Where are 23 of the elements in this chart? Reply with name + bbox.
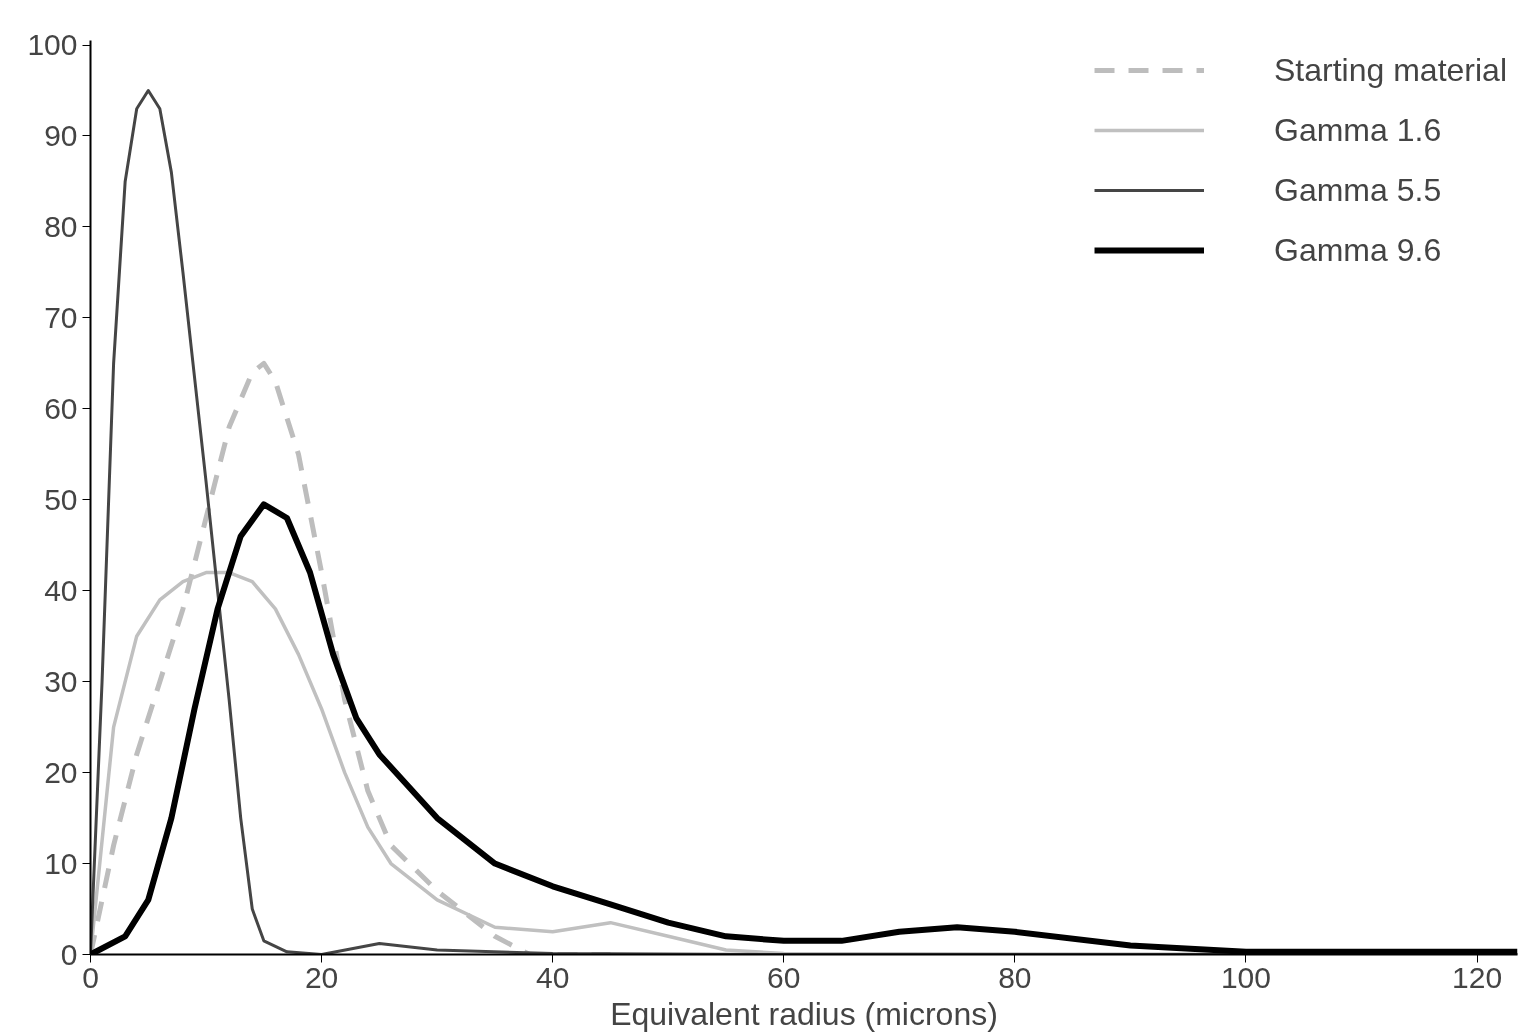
x-tick-label: 80 (998, 960, 1032, 994)
y-tick-label: 10 (44, 846, 78, 880)
y-tick-label: 80 (44, 209, 78, 243)
x-tick-label: 40 (536, 960, 570, 994)
x-tick-label: 0 (82, 960, 99, 994)
y-tick-label: 50 (44, 482, 78, 516)
x-tick-label: 120 (1452, 960, 1503, 994)
legend-label: Starting material (1274, 51, 1507, 89)
x-tick-label: 60 (767, 960, 801, 994)
y-tick-label: 90 (44, 118, 78, 152)
x-tick-label: 20 (304, 960, 339, 994)
y-tick-label: 60 (44, 391, 78, 425)
y-tick-label: 20 (44, 755, 78, 789)
y-tick-label: 0 (60, 937, 78, 971)
y-tick-label: 40 (44, 573, 78, 607)
x-tick-label: 100 (1220, 960, 1271, 994)
legend-label: Gamma 1.6 (1274, 111, 1442, 149)
y-tick-label: 70 (44, 300, 78, 334)
legend-label: Gamma 5.5 (1274, 171, 1442, 209)
y-tick-label: 30 (44, 664, 78, 698)
legend-label: Gamma 9.6 (1274, 231, 1442, 269)
y-tick-label: 100 (27, 28, 78, 62)
x-axis-title: Equivalent radius (microns) (610, 995, 998, 1032)
